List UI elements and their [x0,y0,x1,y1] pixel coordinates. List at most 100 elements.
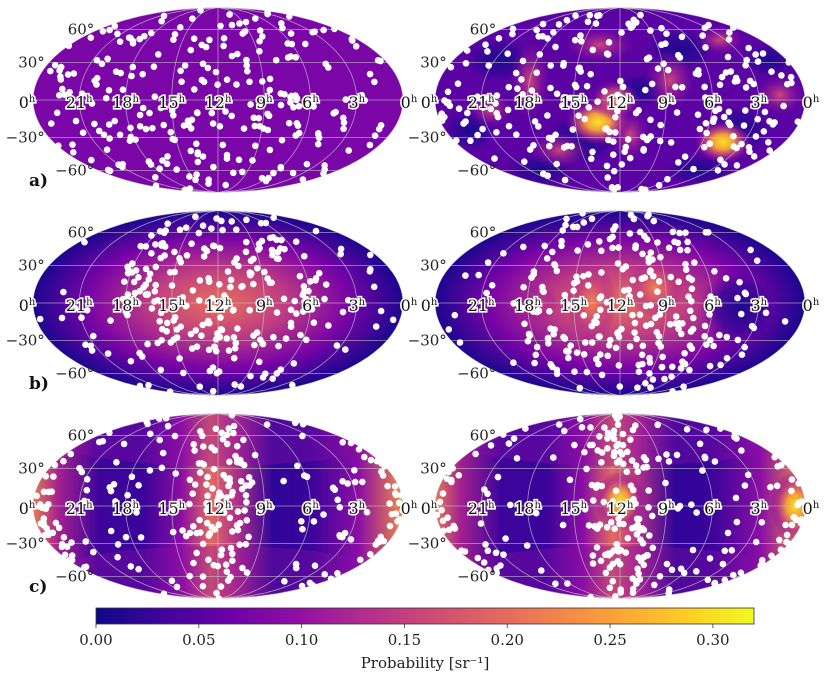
source-point [303,101,311,108]
source-point [585,104,593,111]
ra-label: 0h [401,499,418,518]
source-point [306,579,314,587]
source-point [167,128,175,136]
source-point [223,76,231,83]
source-point [166,269,174,276]
source-point [510,435,518,442]
source-point [263,421,271,428]
source-point [253,329,261,336]
source-point [769,121,777,128]
source-point [63,543,71,551]
source-point [553,366,561,374]
source-point [377,122,385,129]
source-point [339,439,346,446]
source-point [217,314,224,321]
source-point [576,415,584,423]
source-point [552,43,559,51]
ra-label: 18h [514,499,541,518]
source-point [675,159,682,166]
source-point [474,131,481,139]
source-point [740,122,748,129]
panel-label: c) [29,577,47,597]
source-point [256,27,264,34]
source-point [291,297,298,305]
source-point [703,341,710,348]
source-point [341,529,349,537]
source-point [129,63,137,71]
source-point [83,306,91,314]
source-point [345,296,352,304]
source-point [342,346,349,353]
source-point [242,248,250,256]
source-point [614,91,621,99]
source-point [197,529,204,536]
source-point [666,321,674,328]
source-point [589,560,597,567]
source-point [609,498,617,505]
source-point [139,104,147,112]
source-point [377,307,385,315]
source-point [196,383,204,390]
source-point [216,281,223,288]
source-point [628,457,636,464]
source-point [136,382,144,390]
source-point [509,30,516,38]
source-point [170,36,177,43]
source-point [40,515,48,522]
source-point [607,336,614,344]
source-point [235,156,243,164]
source-point [642,86,649,94]
lat-label: −60° [457,568,496,586]
source-point [40,522,48,529]
source-point [552,131,559,139]
source-point [640,561,648,569]
source-point [284,54,292,61]
source-point [722,275,730,282]
source-point [571,36,579,44]
source-point [538,567,545,574]
source-point [203,481,210,488]
source-point [627,211,635,219]
source-point [583,82,591,90]
source-point [646,532,653,539]
source-point [706,311,713,318]
source-point [683,426,691,433]
ra-label: 6h [704,296,721,315]
source-point [731,430,739,437]
source-point [662,40,669,47]
source-point [192,213,199,221]
source-point [351,467,358,474]
source-point [195,460,203,467]
source-point [626,293,633,300]
source-point [548,136,556,143]
source-point [223,431,231,438]
source-point [243,216,250,224]
source-point [282,335,290,342]
source-point [299,176,307,183]
source-point [553,267,561,275]
source-point [49,529,57,537]
source-point [581,115,588,123]
ra-label: 0h [19,93,36,112]
source-point [106,26,113,34]
source-point [672,313,680,320]
source-point [310,319,318,326]
source-point [231,381,238,388]
source-point [377,57,384,65]
source-point [173,166,180,173]
source-point [690,314,697,322]
source-point [672,83,679,91]
source-point [612,487,620,495]
source-point [474,554,482,562]
source-point [575,112,582,119]
source-point [635,368,643,375]
source-point [747,246,754,254]
source-point [45,488,52,496]
source-point [47,67,54,75]
source-point [152,174,159,181]
source-point [277,90,285,97]
source-point [299,432,306,440]
source-point [378,468,385,475]
source-point [584,241,592,248]
source-point [37,501,44,508]
